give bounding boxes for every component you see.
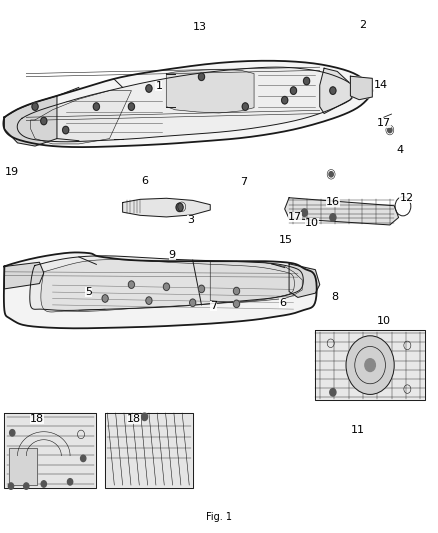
Circle shape (8, 483, 14, 489)
Circle shape (388, 127, 392, 133)
Circle shape (67, 479, 73, 485)
Circle shape (141, 413, 148, 421)
Circle shape (301, 209, 307, 216)
Polygon shape (210, 261, 302, 303)
Text: 19: 19 (4, 167, 18, 177)
Polygon shape (350, 76, 372, 100)
Circle shape (81, 455, 86, 462)
Polygon shape (9, 448, 37, 485)
Text: 12: 12 (399, 193, 413, 203)
Text: Fig. 1: Fig. 1 (206, 512, 232, 522)
Text: 1: 1 (155, 82, 162, 91)
Text: 4: 4 (396, 146, 403, 155)
Circle shape (102, 295, 108, 302)
Circle shape (24, 483, 29, 489)
Circle shape (233, 287, 240, 295)
Text: 16: 16 (326, 197, 340, 207)
Text: 7: 7 (210, 302, 217, 311)
Circle shape (128, 103, 134, 110)
Text: 10: 10 (377, 316, 391, 326)
Circle shape (10, 430, 15, 436)
Text: 18: 18 (127, 415, 141, 424)
Polygon shape (31, 91, 131, 144)
Text: 18: 18 (30, 415, 44, 424)
Polygon shape (123, 198, 210, 217)
Circle shape (128, 281, 134, 288)
Text: 13: 13 (193, 22, 207, 31)
Circle shape (63, 126, 69, 134)
Circle shape (304, 77, 310, 85)
Circle shape (198, 285, 205, 293)
Text: 8: 8 (331, 292, 338, 302)
Circle shape (41, 117, 47, 125)
Circle shape (329, 172, 333, 177)
Circle shape (176, 203, 183, 212)
Circle shape (146, 85, 152, 92)
Text: 5: 5 (85, 287, 92, 296)
Polygon shape (315, 330, 425, 400)
Polygon shape (41, 260, 294, 312)
Polygon shape (4, 413, 96, 488)
Circle shape (190, 299, 196, 306)
Text: 2: 2 (359, 20, 366, 29)
Circle shape (41, 481, 46, 487)
Circle shape (198, 73, 205, 80)
Polygon shape (30, 256, 303, 310)
Circle shape (290, 87, 297, 94)
Circle shape (365, 359, 375, 372)
Circle shape (330, 389, 336, 396)
Polygon shape (166, 69, 254, 113)
Circle shape (330, 87, 336, 94)
Polygon shape (285, 198, 399, 225)
Polygon shape (320, 68, 355, 114)
Polygon shape (4, 61, 372, 147)
Polygon shape (105, 413, 193, 488)
Polygon shape (289, 264, 320, 297)
Text: 17: 17 (288, 212, 302, 222)
Polygon shape (4, 262, 44, 289)
Text: 6: 6 (279, 298, 286, 308)
Polygon shape (4, 96, 57, 146)
Polygon shape (17, 67, 355, 142)
Polygon shape (4, 253, 317, 328)
Text: 3: 3 (187, 215, 194, 225)
Circle shape (233, 300, 240, 308)
Text: 17: 17 (377, 118, 391, 127)
Text: 11: 11 (350, 425, 364, 434)
Circle shape (395, 197, 411, 216)
Circle shape (93, 103, 99, 110)
Circle shape (330, 214, 336, 221)
Circle shape (242, 103, 248, 110)
Text: 9: 9 (169, 251, 176, 260)
Text: 10: 10 (305, 218, 319, 228)
Text: 7: 7 (240, 177, 247, 187)
Circle shape (282, 96, 288, 104)
Circle shape (32, 103, 38, 110)
Text: 14: 14 (374, 80, 388, 90)
Text: 15: 15 (279, 236, 293, 245)
Circle shape (346, 336, 394, 394)
Circle shape (146, 297, 152, 304)
Circle shape (163, 283, 170, 290)
Text: 6: 6 (141, 176, 148, 186)
